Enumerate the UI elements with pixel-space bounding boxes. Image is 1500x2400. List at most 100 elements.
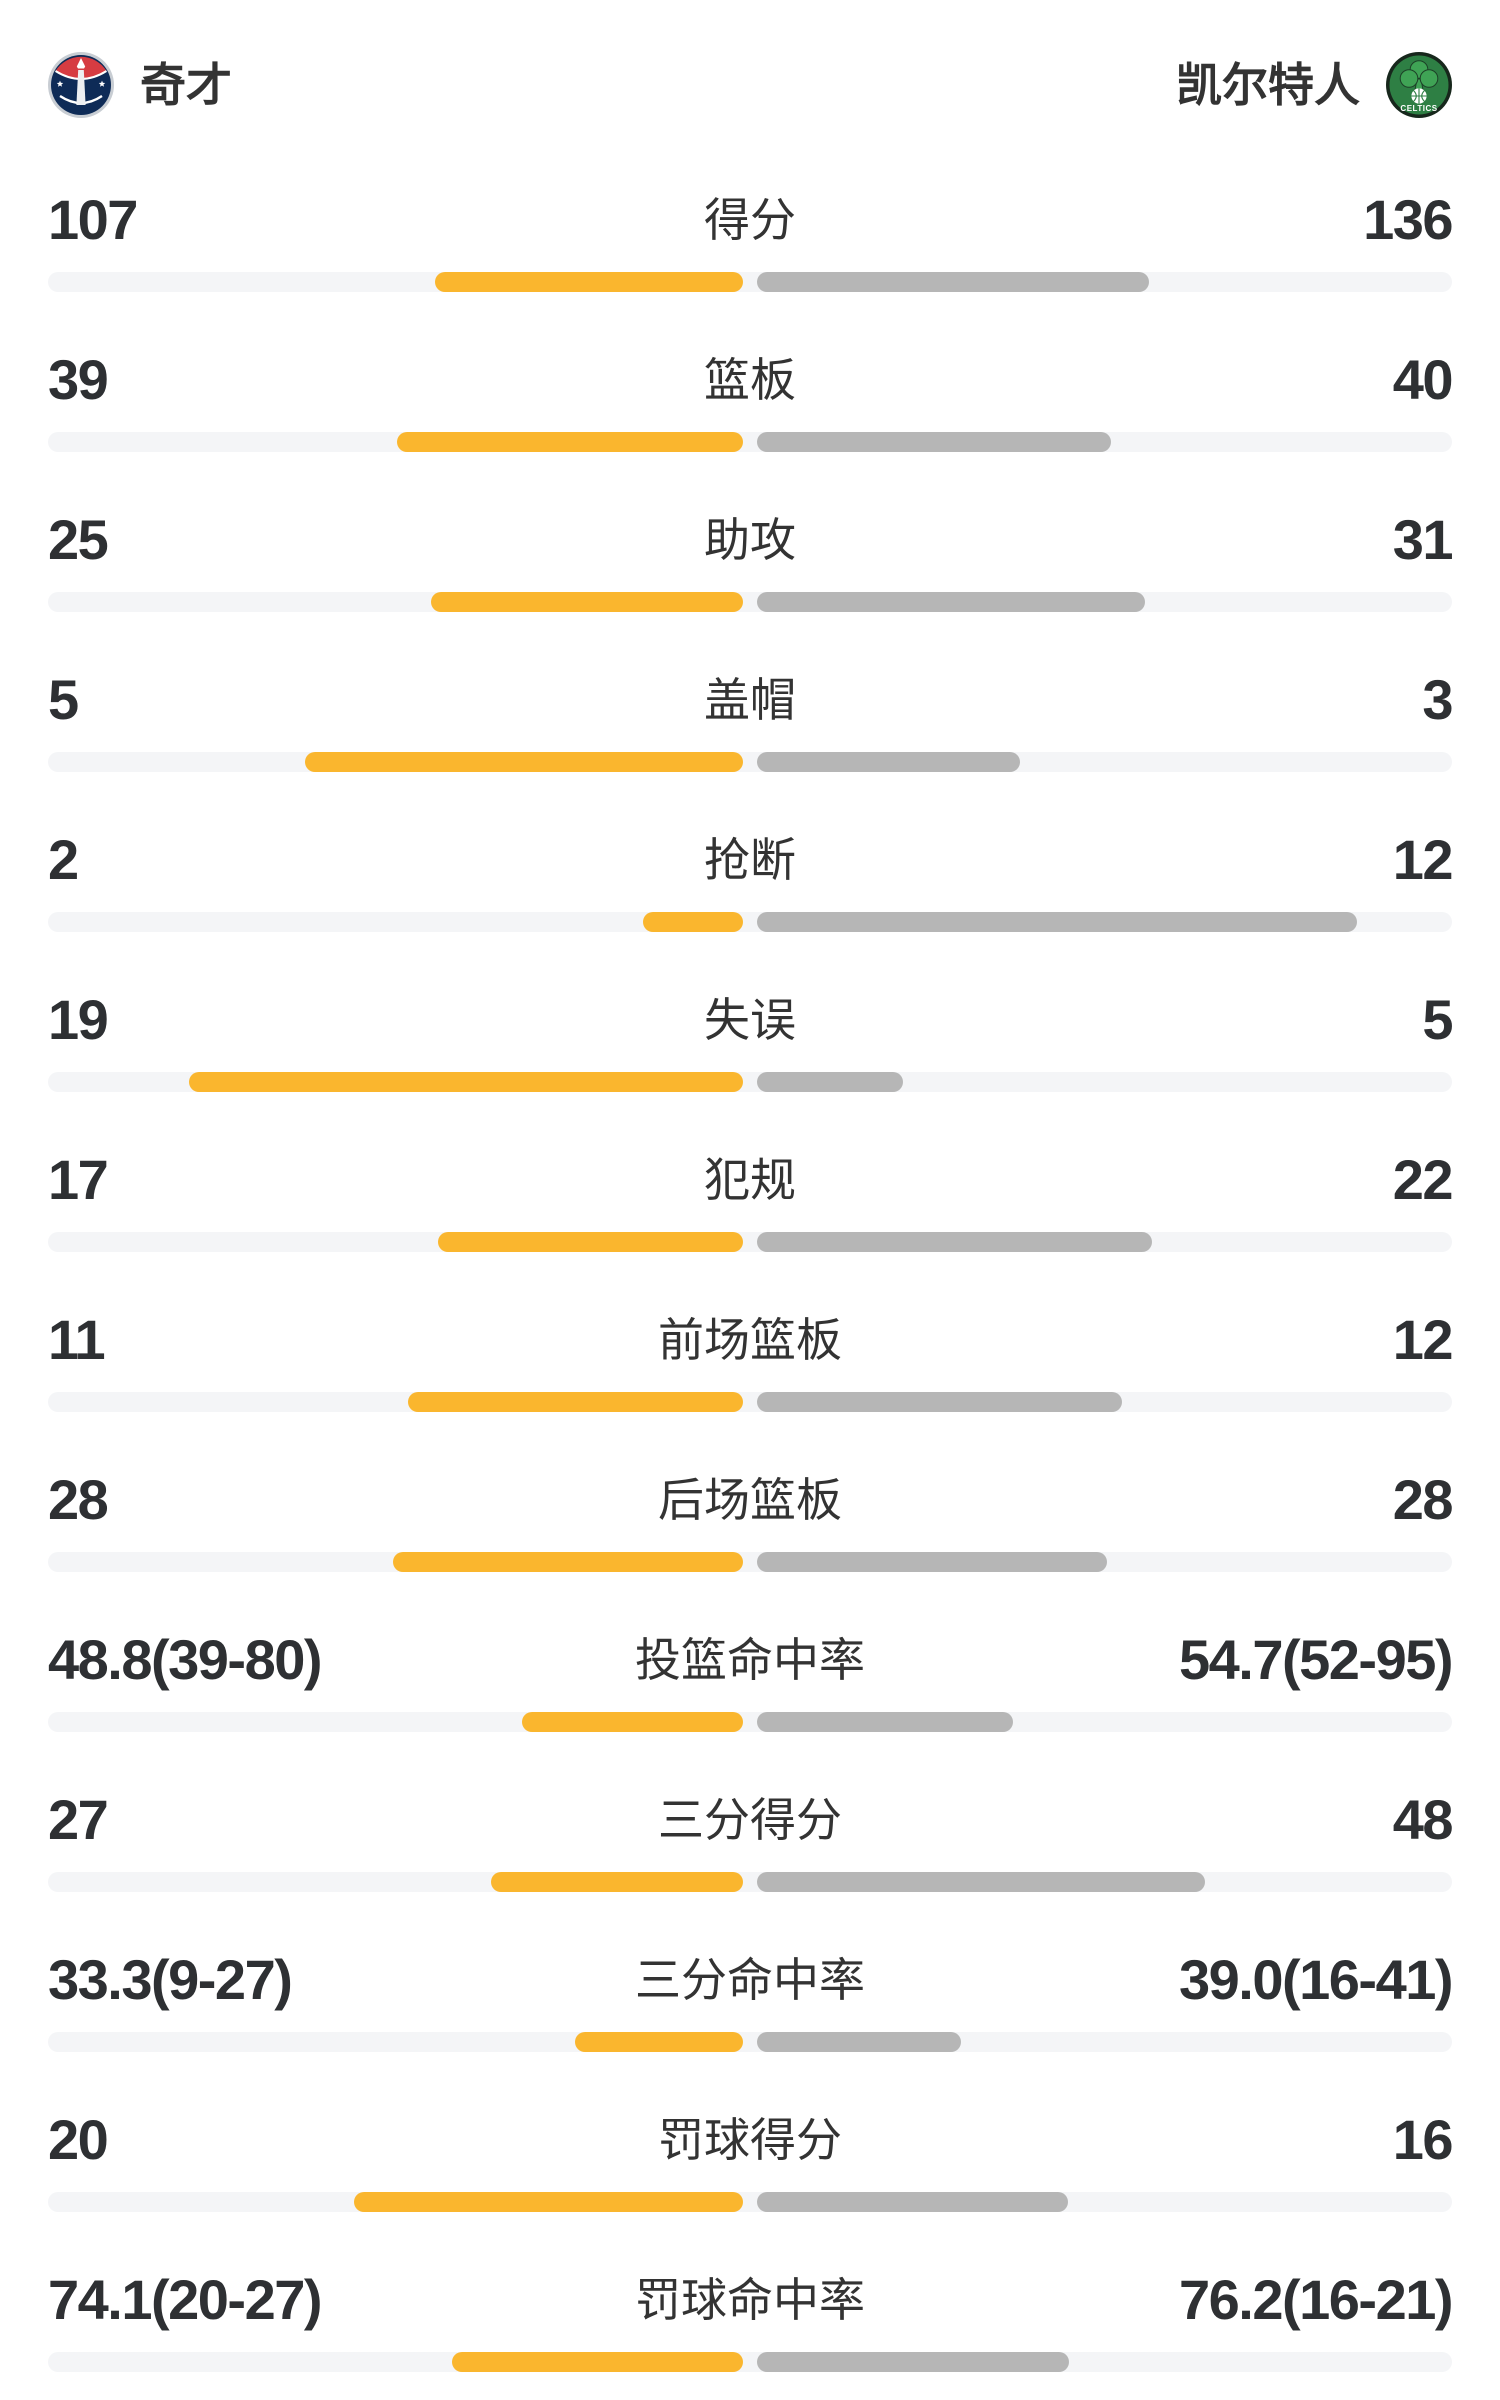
right-team-value: 28 — [1392, 1468, 1454, 1531]
team-left-name: 奇才 — [140, 59, 232, 111]
left-team-value: 39 — [48, 348, 109, 411]
team-left[interactable]: 奇才 — [48, 52, 232, 118]
right-team-value: 22 — [1392, 1148, 1454, 1211]
stat-line: 2 抢断 12 — [48, 808, 1454, 912]
stat-row: 17 犯规 22 — [48, 1104, 1454, 1264]
stat-bar-track — [48, 2192, 1452, 2212]
right-team-value: 39.0(16-41) — [1178, 1948, 1454, 2011]
stat-line: 25 助攻 31 — [48, 488, 1454, 592]
stat-line: 19 失误 5 — [48, 968, 1453, 1072]
stat-label: 前场篮板 — [658, 1314, 842, 1366]
stat-label: 三分得分 — [658, 1794, 842, 1846]
stat-line: 17 犯规 22 — [48, 1128, 1454, 1232]
right-team-bar — [757, 1872, 1205, 1892]
left-team-bar — [189, 1072, 743, 1092]
stat-line: 48.8(39-80) 投篮命中率 54.7(52-95) — [48, 1608, 1454, 1712]
left-team-bar — [431, 592, 743, 612]
right-team-bar — [757, 2192, 1068, 2212]
stat-line: 27 三分得分 48 — [48, 1768, 1454, 1872]
stat-bar-track — [48, 432, 1452, 452]
stat-label: 盖帽 — [704, 674, 796, 726]
right-team-value: 54.7(52-95) — [1178, 1628, 1454, 1691]
left-team-value: 74.1(20-27) — [48, 2268, 323, 2331]
left-team-value: 107 — [48, 188, 138, 251]
left-team-bar — [305, 752, 743, 772]
stat-line: 28 后场篮板 28 — [48, 1448, 1454, 1552]
right-team-bar — [757, 1072, 903, 1092]
stat-label: 抢断 — [704, 834, 796, 886]
right-team-value: 136 — [1363, 188, 1453, 251]
stat-line: 74.1(20-27) 罚球命中率 76.2(16-21) — [48, 2248, 1454, 2352]
right-team-bar — [757, 2352, 1069, 2372]
stat-line: 33.3(9-27) 三分命中率 39.0(16-41) — [48, 1928, 1454, 2032]
stat-bar-track — [48, 272, 1452, 292]
stat-label: 三分命中率 — [635, 1954, 865, 2006]
left-team-value: 11 — [48, 1308, 106, 1371]
right-team-bar — [757, 912, 1357, 932]
stat-row: 39 篮板 40 — [48, 304, 1454, 464]
stat-row: 33.3(9-27) 三分命中率 39.0(16-41) — [48, 1904, 1454, 2064]
stat-bar-track — [48, 592, 1452, 612]
stats-list: 107 得分 136 39 篮板 40 25 助攻 31 5 — [48, 144, 1454, 2384]
stat-bar-track — [48, 2352, 1452, 2372]
stat-bar-track — [48, 1712, 1452, 1732]
right-team-value: 76.2(16-21) — [1178, 2268, 1454, 2331]
svg-text:CELTICS: CELTICS — [1400, 104, 1437, 113]
left-team-bar — [452, 2352, 743, 2372]
right-team-value: 12 — [1392, 1308, 1454, 1371]
right-team-bar — [757, 1232, 1152, 1252]
stat-bar-track — [48, 1872, 1452, 1892]
team-right[interactable]: 凯尔特人 CELTICS — [1176, 52, 1452, 118]
stat-bar-track — [48, 1072, 1452, 1092]
stat-bar-track — [48, 752, 1452, 772]
stat-row: 25 助攻 31 — [48, 464, 1454, 624]
right-team-value: 31 — [1392, 508, 1454, 571]
stat-label: 后场篮板 — [658, 1474, 842, 1526]
right-team-value: 48 — [1392, 1788, 1454, 1851]
left-team-bar — [522, 1712, 743, 1732]
team-right-name: 凯尔特人 — [1176, 59, 1360, 111]
stat-bar-track — [48, 1232, 1452, 1252]
celtics-logo-icon: CELTICS — [1386, 52, 1452, 118]
right-team-bar — [757, 1552, 1107, 1572]
stat-row: 48.8(39-80) 投篮命中率 54.7(52-95) — [48, 1584, 1454, 1744]
stat-line: 11 前场篮板 12 — [48, 1288, 1454, 1392]
stat-label: 犯规 — [704, 1154, 796, 1206]
right-team-value: 16 — [1392, 2108, 1454, 2171]
stat-label: 失误 — [704, 994, 796, 1046]
right-team-bar — [757, 1392, 1122, 1412]
stat-row: 2 抢断 12 — [48, 784, 1454, 944]
stat-row: 28 后场篮板 28 — [48, 1424, 1454, 1584]
right-team-bar — [757, 592, 1145, 612]
left-team-value: 2 — [48, 828, 79, 891]
right-team-bar — [757, 2032, 961, 2052]
stat-row: 19 失误 5 — [48, 944, 1453, 1104]
header: 奇才 凯尔特人 CELTICS — [48, 0, 1452, 128]
left-team-value: 20 — [48, 2108, 109, 2171]
left-team-value: 27 — [48, 1788, 109, 1851]
left-team-value: 17 — [48, 1148, 109, 1211]
stat-line: 39 篮板 40 — [48, 328, 1454, 432]
left-team-value: 5 — [48, 668, 79, 731]
wizards-logo-icon — [48, 52, 114, 118]
stat-label: 助攻 — [704, 514, 796, 566]
stat-bar-track — [48, 1552, 1452, 1572]
stat-label: 篮板 — [704, 354, 796, 406]
stat-line: 107 得分 136 — [48, 168, 1453, 272]
stat-line: 5 盖帽 3 — [48, 648, 1453, 752]
left-team-bar — [354, 2192, 743, 2212]
right-team-value: 12 — [1392, 828, 1454, 891]
stat-row: 11 前场篮板 12 — [48, 1264, 1454, 1424]
left-team-bar — [408, 1392, 743, 1412]
left-team-value: 19 — [48, 988, 109, 1051]
stat-label: 罚球命中率 — [635, 2274, 865, 2326]
stat-label: 得分 — [704, 194, 796, 246]
stat-label: 投篮命中率 — [635, 1634, 865, 1686]
stat-label: 罚球得分 — [658, 2114, 842, 2166]
left-team-value: 28 — [48, 1468, 109, 1531]
right-team-bar — [757, 272, 1149, 292]
right-team-value: 5 — [1422, 988, 1453, 1051]
right-team-bar — [757, 432, 1111, 452]
stat-bar-track — [48, 912, 1452, 932]
